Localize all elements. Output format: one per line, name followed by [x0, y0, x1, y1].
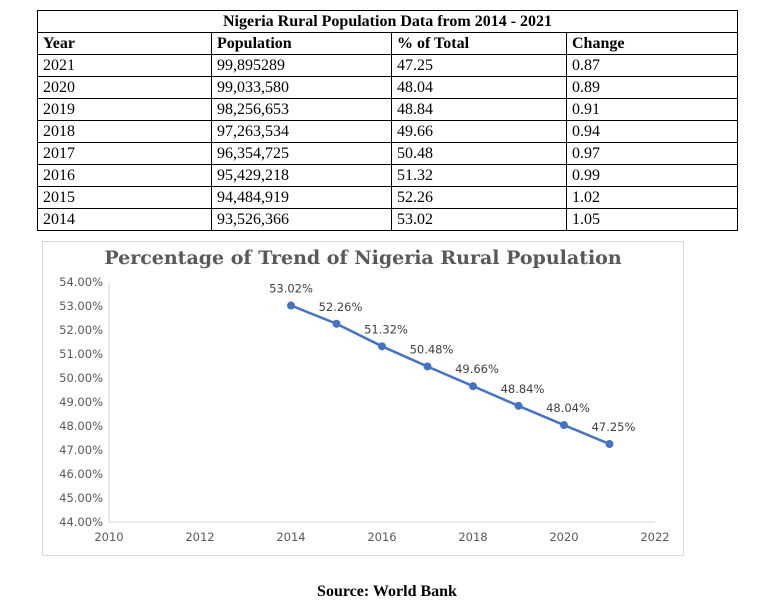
x-tick-label: 2022	[640, 530, 669, 544]
cell-percent-total: 49.66	[391, 120, 567, 143]
data-label: 47.25%	[592, 420, 636, 434]
cell-change: 0.94	[565, 120, 739, 143]
data-label: 51.32%	[364, 322, 408, 336]
line-chart: Percentage of Trend of Nigeria Rural Pop…	[59, 247, 670, 544]
table-row: 2015 94,484,919 52.26 1.02	[37, 186, 739, 209]
y-tick-label: 50.00%	[59, 371, 103, 385]
x-tick-label: 2018	[458, 530, 487, 544]
cell-population: 99,895289	[211, 54, 392, 77]
cell-percent-total: 51.32	[391, 164, 567, 187]
table-title: Nigeria Rural Population Data from 2014 …	[36, 10, 739, 33]
column-header-population: Population	[211, 32, 392, 55]
data-points	[287, 301, 614, 448]
data-labels: 53.02% 52.26%51.32%50.48%49.66%48.84%48.0…	[269, 282, 635, 434]
data-point	[469, 382, 477, 391]
y-tick-label: 47.00%	[59, 443, 103, 457]
data-point	[605, 440, 614, 448]
data-point	[332, 319, 341, 328]
data-point	[423, 362, 432, 371]
data-label: 50.48%	[410, 342, 454, 356]
data-label: 52.26%	[319, 300, 363, 314]
cell-population: 98,256,653	[211, 98, 392, 121]
cell-year: 2014	[37, 208, 212, 231]
data-point	[514, 401, 523, 410]
cell-percent-total: 50.48	[391, 142, 567, 165]
data-label: 48.84%	[501, 382, 545, 396]
data-point	[560, 421, 568, 430]
cell-population: 96,354,725	[211, 142, 392, 165]
cell-change: 0.87	[565, 54, 739, 77]
cell-change: 1.05	[565, 208, 739, 231]
y-tick-label: 54.00%	[59, 275, 103, 289]
x-tick-label: 2016	[367, 530, 396, 544]
cell-change: 0.99	[565, 164, 739, 187]
cell-year: 2021	[37, 54, 212, 77]
cell-change: 1.02	[565, 186, 739, 209]
y-tick-label: 52.00%	[59, 323, 103, 337]
table-row: 2020 99,033,580 48.04 0.89	[37, 76, 739, 99]
x-tick-label: 2010	[94, 530, 123, 544]
cell-change: 0.91	[565, 98, 739, 121]
cell-population: 99,033,580	[211, 76, 392, 99]
cell-year: 2020	[37, 76, 212, 99]
cell-change: 0.97	[565, 142, 739, 165]
table-row: 2019 98,256,653 48.84 0.91	[37, 98, 739, 121]
table-row: 2018 97,263,534 49.66 0.94	[37, 120, 739, 143]
data-label: 49.66%	[455, 362, 499, 376]
cell-year: 2018	[37, 120, 212, 143]
chart-title: Percentage of Trend of Nigeria Rural Pop…	[104, 247, 622, 269]
y-tick-label: 49.00%	[59, 395, 103, 409]
x-tick-labels: 2010 2012 2014 2016 2018 2020 2022	[94, 530, 669, 544]
table-row: 2016 95,429,218 51.32 0.99	[37, 164, 739, 187]
table-row: 2014 93,526,366 53.02 1.05	[37, 208, 739, 231]
cell-percent-total: 53.02	[391, 208, 567, 231]
y-tick-label: 53.00%	[59, 299, 103, 313]
y-tick-label: 51.00%	[59, 347, 103, 361]
cell-change: 0.89	[565, 76, 739, 99]
x-tick-label: 2014	[276, 530, 305, 544]
cell-percent-total: 47.25	[391, 54, 567, 77]
table-header-row: Year Population % of Total Change	[37, 32, 739, 55]
data-point	[287, 301, 295, 310]
y-tick-labels: 44.00% 45.00% 46.00% 47.00% 48.00% 49.00% 50.0…	[59, 275, 103, 529]
y-tick-label: 48.00%	[59, 419, 103, 433]
cell-year: 2016	[37, 164, 212, 187]
cell-percent-total: 48.04	[391, 76, 567, 99]
column-header-year: Year	[37, 32, 212, 55]
y-tick-label: 46.00%	[59, 467, 103, 481]
data-label: 53.02%	[269, 282, 313, 296]
cell-population: 93,526,366	[211, 208, 392, 231]
rural-population-table: Nigeria Rural Population Data from 2014 …	[36, 10, 739, 231]
y-tick-label: 44.00%	[59, 515, 103, 529]
data-label: 48.04%	[546, 401, 590, 415]
data-point	[378, 342, 386, 351]
table-row: 2017 96,354,725 50.48 0.97	[37, 142, 739, 165]
column-header-change: Change	[565, 32, 739, 55]
table-row: 2021 99,895289 47.25 0.87	[37, 54, 739, 77]
y-tick-label: 45.00%	[59, 491, 103, 505]
x-tick-label: 2012	[185, 530, 214, 544]
cell-population: 95,429,218	[211, 164, 392, 187]
cell-year: 2017	[37, 142, 212, 165]
column-header-percent-total: % of Total	[391, 32, 567, 55]
cell-percent-total: 52.26	[391, 186, 567, 209]
source-note: Source: World Bank	[317, 583, 457, 600]
x-tick-label: 2020	[549, 530, 578, 544]
cell-year: 2019	[37, 98, 212, 121]
chart-area: Percentage of Trend of Nigeria Rural Pop…	[42, 241, 684, 556]
cell-population: 94,484,919	[211, 186, 392, 209]
series-line	[290, 304, 610, 446]
cell-population: 97,263,534	[211, 120, 392, 143]
cell-year: 2015	[37, 186, 212, 209]
cell-percent-total: 48.84	[391, 98, 567, 121]
